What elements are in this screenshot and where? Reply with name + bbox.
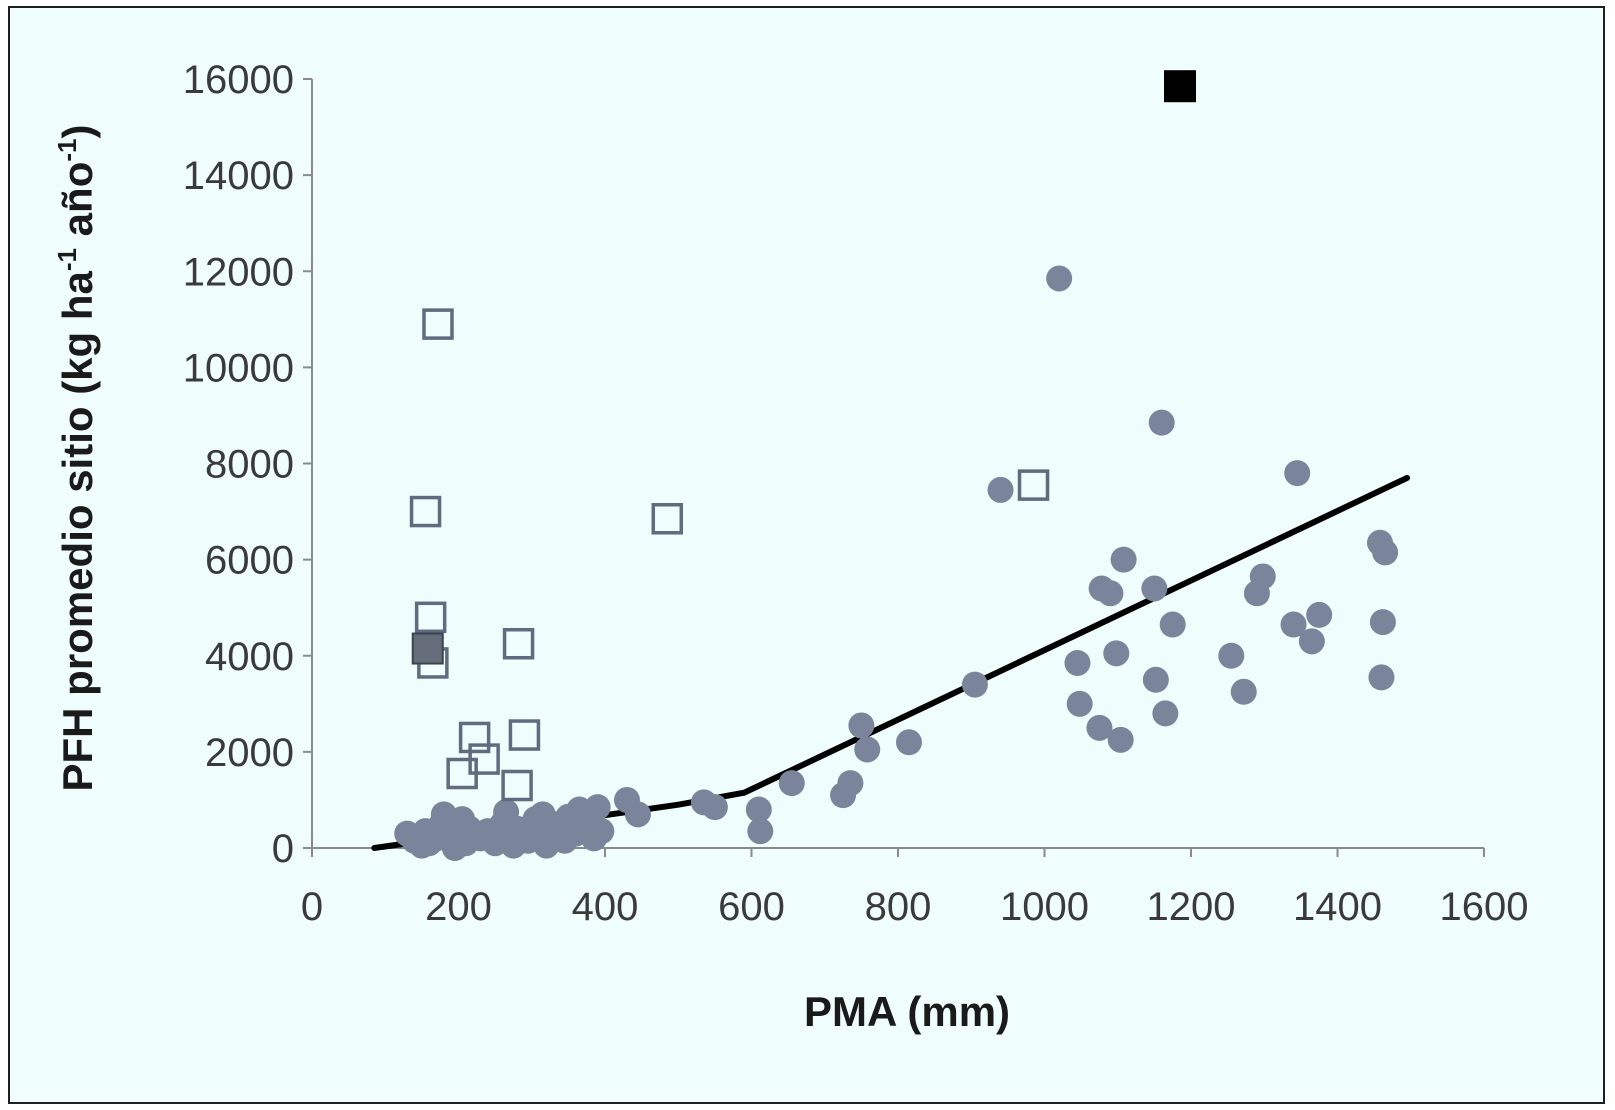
data-point-circle	[701, 794, 728, 821]
data-point-circle	[745, 796, 772, 823]
data-point-circle	[895, 729, 922, 756]
data-point-circle	[1107, 726, 1134, 753]
data-point-open-square	[414, 601, 447, 634]
x-axis-title: PMA (mm)	[804, 988, 1010, 1035]
data-points	[394, 70, 1399, 861]
data-point-open-square	[508, 719, 541, 751]
data-point-circle	[1372, 539, 1399, 566]
data-point-circle	[1369, 609, 1396, 636]
data-point-circle	[837, 770, 864, 797]
data-point-open-square	[409, 495, 442, 528]
data-point-circle	[1066, 690, 1093, 717]
x-tick-label: 1600	[1440, 885, 1529, 929]
data-point-circle	[1148, 409, 1175, 436]
x-tick-label: 1400	[1293, 885, 1382, 929]
data-point-circle	[848, 712, 875, 739]
data-point-open-square	[1017, 469, 1050, 501]
y-tick-label: 12000	[183, 250, 294, 294]
data-point-circle	[1298, 628, 1325, 655]
data-point-circle	[1142, 666, 1169, 693]
y-axis-title: PFH promedio sitio (kg ha-1 año-1)	[52, 125, 101, 792]
data-point-circle	[1110, 546, 1137, 573]
data-point-circle	[854, 736, 881, 763]
x-tick-label: 200	[425, 885, 492, 929]
y-axis-title-sup2: -1	[52, 139, 82, 162]
y-tick-label: 14000	[183, 154, 294, 198]
data-point-open-square	[458, 721, 491, 754]
x-tick-label: 1200	[1147, 885, 1236, 929]
data-point-gray-square	[411, 632, 444, 665]
trend-line-layer	[371, 474, 1411, 851]
data-point-circle	[1086, 714, 1113, 741]
data-point-circle	[1280, 611, 1307, 638]
trend-line	[371, 474, 1411, 851]
data-point-circle	[1249, 563, 1276, 590]
tick-labels: 0 2000 4000 6000 8000 10000 12000 14000 16000 0 20…	[183, 58, 1529, 929]
y-tick-label: 8000	[205, 443, 294, 487]
y-tick-label: 4000	[205, 635, 294, 679]
y-tick-label: 0	[272, 827, 294, 871]
y-axis-title-main: PFH promedio sitio (kg ha	[54, 270, 101, 791]
data-point-circle	[1230, 678, 1257, 705]
scatter-chart: 0 2000 4000 6000 8000 10000 12000 14000 16000 0 20…	[52, 58, 1529, 1035]
y-axis-title-sup1: -1	[52, 248, 82, 271]
data-point-circle	[778, 770, 805, 797]
data-point-open-square	[651, 503, 684, 535]
data-point-circle	[1306, 601, 1333, 628]
data-point-circle	[588, 818, 615, 845]
x-tick-label: 400	[572, 885, 639, 929]
y-axis-title-end: )	[54, 125, 101, 139]
data-point-circle	[747, 818, 774, 845]
data-point-circle	[1046, 265, 1073, 292]
data-point-circle	[1064, 649, 1091, 676]
data-point-circle	[1368, 664, 1395, 691]
data-point-black-square	[1164, 70, 1197, 103]
data-point-circle	[1284, 460, 1311, 487]
x-tick-label: 600	[718, 885, 785, 929]
x-tick-label: 800	[865, 885, 932, 929]
y-tick-label: 16000	[183, 58, 294, 102]
data-point-circle	[1152, 700, 1179, 727]
chart-frame: 0 2000 4000 6000 8000 10000 12000 14000 16000 0 20…	[8, 6, 1605, 1104]
data-point-circle	[1103, 640, 1130, 667]
data-point-circle	[1141, 575, 1168, 602]
data-point-open-square	[502, 627, 535, 660]
x-tick-label: 1000	[1000, 885, 1089, 929]
y-tick-label: 10000	[183, 346, 294, 390]
data-point-circle	[624, 801, 651, 828]
data-point-open-square	[468, 743, 500, 775]
data-point-circle	[987, 476, 1014, 503]
data-point-open-square	[501, 769, 533, 802]
y-tick-label: 6000	[205, 539, 294, 583]
y-tick-label: 2000	[205, 731, 294, 775]
data-point-circle	[1159, 611, 1186, 638]
data-point-circle	[584, 794, 611, 821]
data-point-open-square	[422, 308, 454, 340]
x-tick-label: 0	[301, 885, 323, 929]
data-point-circle	[961, 671, 988, 698]
data-point-circle	[1097, 580, 1124, 607]
data-point-circle	[1218, 642, 1245, 669]
y-axis-title-mid: año	[54, 162, 101, 248]
